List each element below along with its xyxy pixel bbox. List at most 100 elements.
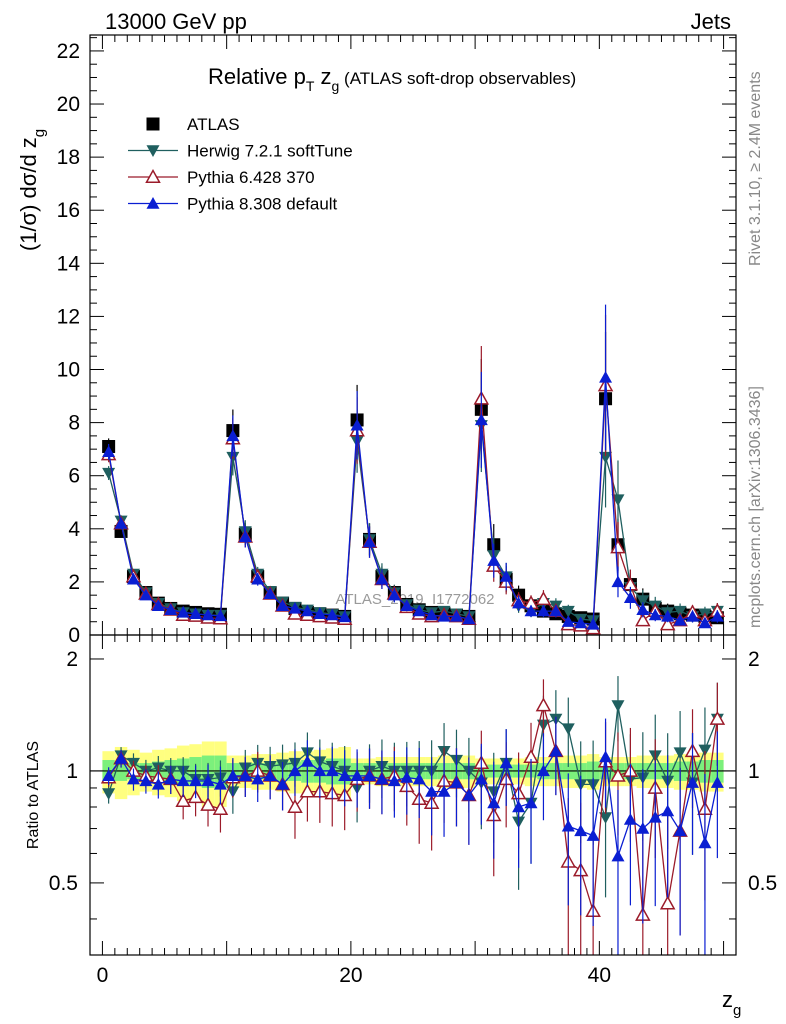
data-point — [189, 607, 203, 619]
data-point — [387, 588, 401, 601]
data-point — [325, 764, 339, 777]
data-point — [686, 609, 700, 622]
data-point — [164, 603, 178, 615]
data-point — [212, 800, 229, 815]
data-point — [512, 596, 526, 609]
data-point — [599, 370, 613, 383]
main-y-tick-label: 0 — [68, 624, 80, 647]
data-point — [698, 616, 712, 629]
data-point — [238, 769, 252, 782]
data-point — [313, 764, 327, 777]
data-point — [623, 591, 637, 604]
data-point — [139, 588, 153, 601]
data-point — [536, 604, 550, 617]
data-point — [449, 609, 463, 622]
data-point — [313, 607, 327, 619]
data-point — [549, 744, 563, 757]
data-point — [561, 615, 575, 627]
data-point — [659, 616, 676, 631]
data-point — [139, 774, 153, 787]
data-point — [487, 796, 501, 809]
main-panel: 0 2 4 6 8 10 12 14 16 18 20 22 ATLAS_2019_I1772062 — [57, 34, 737, 647]
main-y-tick-label: 12 — [57, 305, 80, 328]
ratio-y-tick-label: 0.5 — [49, 872, 78, 895]
data-point — [462, 788, 476, 801]
data-point — [276, 599, 290, 611]
data-point — [114, 752, 128, 764]
main-x-ticks — [101, 35, 725, 635]
x-tick-label: 0 — [97, 964, 109, 987]
data-point — [535, 591, 552, 606]
data-point — [574, 824, 588, 837]
series-line — [108, 705, 719, 916]
legend: ATLAS Herwig 7.2.1 softTune Pythia 6.428 3… — [128, 115, 353, 214]
x-tick-label: 40 — [588, 964, 611, 987]
legend-label: Herwig 7.2.1 softTune — [187, 142, 353, 161]
data-point — [338, 769, 352, 782]
data-point — [288, 601, 302, 614]
main-y-tick-label: 18 — [57, 146, 80, 169]
data-point — [648, 608, 662, 621]
data-point — [164, 772, 178, 785]
data-point — [698, 836, 712, 849]
data-point — [114, 516, 128, 529]
data-point — [709, 710, 726, 725]
ratio-y-axis: 0.5 0.5 1 1 2 2 — [49, 648, 777, 920]
data-point — [499, 756, 513, 769]
data-point — [499, 570, 513, 582]
data-point — [599, 812, 613, 824]
data-point — [363, 769, 377, 782]
data-point — [176, 605, 190, 618]
main-y-tick-label: 14 — [57, 252, 81, 275]
data-point — [425, 608, 439, 621]
data-point — [251, 772, 265, 785]
main-y-tick-label: 22 — [57, 40, 80, 63]
main-y-tick-label: 6 — [68, 465, 80, 488]
main-y-tick-label: 20 — [57, 93, 80, 116]
legend-label: Pythia 8.308 default — [187, 195, 338, 214]
data-point — [213, 609, 227, 622]
data-point — [201, 774, 215, 787]
data-point — [673, 824, 687, 837]
legend-marker — [146, 197, 160, 209]
data-point — [175, 792, 191, 807]
data-point — [126, 772, 140, 785]
data-point — [350, 769, 364, 782]
main-y-tick-label: 10 — [57, 359, 80, 382]
data-point — [213, 777, 227, 790]
main-y-axis-label: (1/σ) dσ/d zg — [16, 129, 48, 251]
data-point — [474, 413, 488, 426]
data-point — [611, 700, 625, 712]
data-point — [635, 612, 651, 627]
data-point — [710, 609, 724, 622]
data-point — [412, 772, 426, 785]
data-point — [151, 599, 165, 611]
data-point — [400, 599, 414, 611]
data-point — [363, 535, 377, 548]
data-point — [659, 895, 676, 910]
legend-label: Pythia 6.428 370 — [187, 168, 315, 187]
data-point — [648, 810, 662, 823]
legend-marker — [146, 145, 160, 157]
data-point — [636, 595, 650, 607]
data-point — [300, 755, 314, 767]
series-pythia-8-308-default — [102, 716, 724, 955]
legend-entry: Pythia 8.308 default — [128, 195, 338, 214]
data-point — [102, 788, 116, 800]
data-point — [126, 572, 140, 585]
x-axis-label: zg — [722, 987, 741, 1019]
data-point — [437, 785, 451, 797]
data-point — [536, 764, 550, 777]
data-point — [189, 774, 203, 787]
data-point — [599, 750, 613, 763]
main-series — [100, 304, 726, 635]
data-point — [226, 429, 240, 442]
legend-entry: Pythia 6.428 370 — [128, 168, 315, 187]
data-point — [586, 617, 600, 630]
plot-title: Relative pT zg (ATLAS soft-drop observab… — [208, 64, 576, 94]
header-process: 13000 GeV pp — [105, 9, 247, 34]
ratio-y-tick-label: 2 — [66, 648, 78, 671]
data-point — [610, 539, 626, 554]
data-point — [611, 575, 625, 588]
